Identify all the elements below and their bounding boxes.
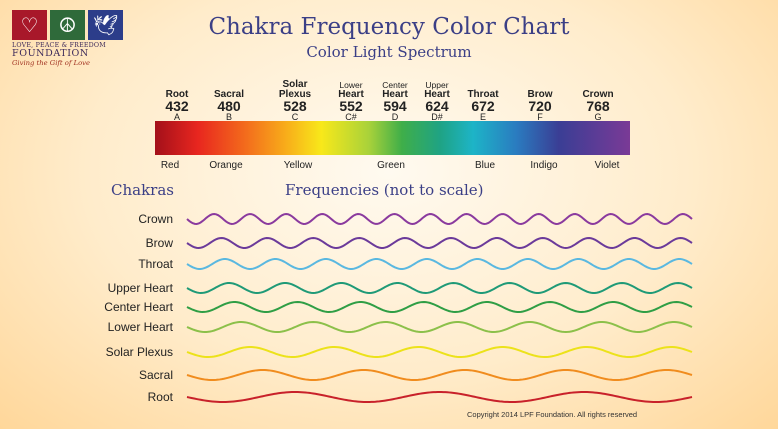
chakra-note: D <box>391 112 399 122</box>
chakra-name: Heart <box>382 89 408 100</box>
chakra-note: D# <box>431 112 443 122</box>
chakra-name: Brow <box>527 89 553 100</box>
wave-center-heart <box>186 300 693 314</box>
chakra-label-crown: Crown 768 G <box>582 90 613 122</box>
chakra-name: Upper <box>425 80 449 90</box>
chakra-frequency: 624 <box>425 98 449 114</box>
chakra-note: B <box>225 112 232 122</box>
spectrum-color-violet: Violet <box>594 160 620 171</box>
wave-lower-heart <box>186 320 693 334</box>
foundation-logo: ♡ ☮ 🕊 LOVE, PEACE & FREEDOM FOUNDATION Giv… <box>12 10 142 67</box>
chakra-label-throat: Throat 672 E <box>467 90 498 122</box>
wave-label-crown: Crown <box>138 212 173 226</box>
chakra-frequency: 480 <box>217 98 241 114</box>
wave-label-solar-plexus: Solar Plexus <box>105 345 173 359</box>
chakra-name: Plexus <box>278 89 312 100</box>
chakra-note: C <box>291 112 299 122</box>
wave-brow <box>186 236 693 250</box>
spectrum-color-orange: Orange <box>209 160 243 171</box>
chakra-label-center-heart: Center Heart 594 D <box>382 81 408 122</box>
chakra-frequency: 768 <box>586 98 610 114</box>
chakra-frequency: 672 <box>471 98 495 114</box>
page-title: Chakra Frequency Color Chart <box>208 14 570 40</box>
frequencies-heading: Frequencies (not to scale) <box>285 181 484 199</box>
chakra-frequency-labels: Root 432 A Sacral 480 B Solar Plexus 528 C Lower He… <box>155 76 630 122</box>
color-spectrum-bar <box>155 121 630 155</box>
chakra-frequency: 720 <box>528 98 552 114</box>
logo-foundation-line: FOUNDATION <box>12 48 89 59</box>
dove-icon: 🕊 <box>88 10 123 40</box>
chakra-label-root: Root 432 A <box>165 90 188 122</box>
page-subtitle: Color Light Spectrum <box>306 43 472 61</box>
wave-crown <box>186 212 693 226</box>
chakra-frequency: 432 <box>165 98 189 114</box>
chakra-frequency: 594 <box>383 98 407 114</box>
chakra-note: G <box>594 112 602 122</box>
chakra-name: Solar <box>282 79 308 90</box>
wave-throat <box>186 258 693 270</box>
spectrum-color-labels: Red Orange Yellow Green Blue Indigo Violet <box>155 160 630 174</box>
chakra-name: Crown <box>582 89 614 100</box>
spectrum-color-green: Green <box>377 160 405 171</box>
logo-tagline: Giving the Gift of Love <box>12 58 91 67</box>
chakra-label-lower-heart: Lower Heart 552 C# <box>338 81 364 122</box>
chakra-frequency: 552 <box>339 98 363 114</box>
chakras-heading: Chakras <box>111 181 174 199</box>
chakra-frequency: 528 <box>283 98 307 114</box>
wave-root <box>186 390 693 404</box>
spectrum-color-indigo: Indigo <box>530 160 558 171</box>
peace-icon: ☮ <box>50 10 85 40</box>
wave-label-upper-heart: Upper Heart <box>107 281 173 295</box>
chakra-name: Lower <box>339 80 363 90</box>
wave-sacral <box>186 368 693 382</box>
wave-label-root: Root <box>147 390 173 404</box>
logo-icons: ♡ ☮ 🕊 <box>12 10 142 40</box>
wave-label-brow: Brow <box>145 236 173 250</box>
heart-icon: ♡ <box>12 10 47 40</box>
chakra-name: Throat <box>467 89 499 100</box>
logo-org-line: LOVE, PEACE & FREEDOM <box>12 42 106 49</box>
spectrum-color-blue: Blue <box>474 160 496 171</box>
wave-solar-plexus <box>186 345 693 359</box>
copyright-notice: Copyright 2014 LPF Foundation. All right… <box>467 410 638 419</box>
wave-label-center-heart: Center Heart <box>104 300 173 314</box>
chakra-name: Center <box>382 80 408 90</box>
chakra-note: E <box>479 112 487 122</box>
chakra-name: Heart <box>338 89 364 100</box>
chakra-name: Sacral <box>213 89 245 100</box>
chakra-note: F <box>537 112 543 122</box>
chakra-name: Heart <box>424 89 450 100</box>
wave-upper-heart <box>186 281 693 295</box>
wave-label-sacral: Sacral <box>138 368 173 382</box>
chakra-note: C# <box>345 112 357 122</box>
chakra-label-brow: Brow 720 F <box>528 90 553 122</box>
chakra-name: Root <box>165 89 189 100</box>
wave-label-lower-heart: Lower Heart <box>107 320 173 334</box>
spectrum-color-red: Red <box>160 160 180 171</box>
chakra-label-sacral: Sacral 480 B <box>214 90 244 122</box>
chakra-label-solar-plexus: Solar Plexus 528 C <box>279 80 311 122</box>
chakra-label-upper-heart: Upper Heart 624 D# <box>424 81 450 122</box>
chakra-note: A <box>173 112 181 122</box>
wave-label-throat: Throat <box>138 257 173 271</box>
spectrum-color-yellow: Yellow <box>283 160 313 171</box>
